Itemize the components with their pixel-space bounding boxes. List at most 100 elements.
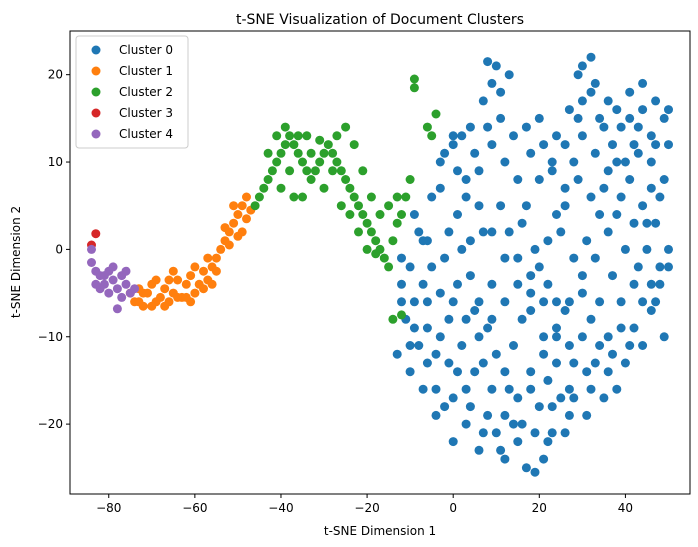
data-point-cluster-0 <box>595 210 605 219</box>
data-point-cluster-0 <box>564 410 574 420</box>
data-point-cluster-0 <box>539 454 549 464</box>
data-point-cluster-0 <box>595 297 605 307</box>
data-point-cluster-2 <box>302 131 312 141</box>
data-point-cluster-2 <box>392 192 402 202</box>
data-point-cluster-0 <box>655 279 665 289</box>
data-point-cluster-0 <box>478 227 488 237</box>
data-point-cluster-0 <box>646 131 656 141</box>
data-point-cluster-0 <box>620 244 630 254</box>
data-point-cluster-0 <box>573 113 583 123</box>
data-point-cluster-2 <box>289 140 299 150</box>
data-point-cluster-4 <box>87 258 96 267</box>
chart-title: t-SNE Visualization of Document Clusters <box>236 12 524 28</box>
data-point-cluster-2 <box>366 192 376 202</box>
data-point-cluster-2 <box>280 122 290 132</box>
data-point-cluster-2 <box>285 166 295 176</box>
data-point-cluster-4 <box>104 288 114 298</box>
data-point-cluster-2 <box>289 192 299 202</box>
data-point-cluster-2 <box>323 140 333 150</box>
data-point-cluster-0 <box>414 341 424 350</box>
data-point-cluster-0 <box>474 297 484 307</box>
data-point-cluster-2 <box>401 192 411 202</box>
data-point-cluster-0 <box>500 253 510 263</box>
data-point-cluster-0 <box>478 96 488 106</box>
y-tick-label: −10 <box>38 330 63 344</box>
data-point-cluster-0 <box>496 113 506 123</box>
data-point-cluster-0 <box>397 279 406 289</box>
legend-marker-cluster-4 <box>91 129 101 139</box>
data-point-cluster-0 <box>595 113 605 123</box>
x-tick-label: 20 <box>532 501 547 515</box>
legend-marker-cluster-1 <box>91 66 101 76</box>
data-point-cluster-0 <box>659 175 669 184</box>
data-point-cluster-0 <box>629 323 639 333</box>
data-point-cluster-2 <box>298 157 307 167</box>
data-point-cluster-1 <box>164 275 174 285</box>
data-point-cluster-0 <box>526 384 536 394</box>
data-point-cluster-1 <box>173 292 183 302</box>
data-point-cluster-3 <box>91 229 101 239</box>
data-point-cluster-0 <box>633 122 643 132</box>
data-point-cluster-2 <box>371 249 381 259</box>
x-tick-label: −80 <box>96 501 121 515</box>
data-point-cluster-4 <box>87 244 96 254</box>
data-point-cluster-2 <box>388 314 398 324</box>
data-point-cluster-0 <box>504 227 514 237</box>
data-point-cluster-0 <box>453 279 462 289</box>
data-point-cluster-0 <box>526 306 536 315</box>
data-point-cluster-1 <box>199 266 208 276</box>
y-ticks: −20 −10 0 10 20 <box>38 68 70 431</box>
data-point-cluster-0 <box>543 437 553 447</box>
data-point-cluster-0 <box>547 157 557 167</box>
data-point-cluster-0 <box>509 131 518 141</box>
data-point-cluster-0 <box>582 410 592 420</box>
data-point-cluster-2 <box>276 183 286 193</box>
data-point-cluster-0 <box>599 122 609 132</box>
data-point-cluster-1 <box>186 271 196 281</box>
data-point-cluster-0 <box>392 349 402 359</box>
data-point-cluster-0 <box>470 367 480 377</box>
data-point-cluster-0 <box>595 341 605 350</box>
data-point-cluster-0 <box>465 402 475 412</box>
data-point-cluster-0 <box>397 253 406 263</box>
data-point-cluster-0 <box>500 454 510 464</box>
data-point-cluster-0 <box>569 393 579 403</box>
data-point-cluster-0 <box>418 236 428 246</box>
data-point-cluster-2 <box>384 262 394 272</box>
data-point-cluster-0 <box>552 297 561 307</box>
data-point-cluster-0 <box>418 384 428 394</box>
data-point-cluster-0 <box>638 105 648 115</box>
data-point-cluster-0 <box>603 367 613 377</box>
data-point-cluster-0 <box>517 218 527 228</box>
data-point-cluster-0 <box>440 148 450 158</box>
data-point-cluster-0 <box>474 445 484 455</box>
data-point-cluster-2 <box>362 244 372 254</box>
data-point-cluster-0 <box>448 131 458 141</box>
data-point-cluster-0 <box>465 271 475 281</box>
data-point-cluster-0 <box>577 271 587 281</box>
data-point-cluster-0 <box>603 332 613 342</box>
data-point-cluster-0 <box>539 140 549 150</box>
data-point-cluster-2 <box>285 131 295 141</box>
data-point-cluster-0 <box>487 227 497 237</box>
data-point-cluster-0 <box>560 140 570 150</box>
data-point-cluster-2 <box>319 148 329 158</box>
data-point-cluster-0 <box>629 140 639 150</box>
data-point-cluster-1 <box>237 201 247 211</box>
data-point-cluster-0 <box>552 358 561 368</box>
data-point-cluster-0 <box>590 253 600 263</box>
data-point-cluster-0 <box>474 166 484 176</box>
data-point-cluster-0 <box>487 140 497 150</box>
data-point-cluster-0 <box>470 148 480 158</box>
data-point-cluster-0 <box>483 57 493 67</box>
data-point-cluster-0 <box>616 122 626 132</box>
data-point-cluster-1 <box>134 297 144 307</box>
data-point-cluster-0 <box>509 419 518 429</box>
data-point-cluster-0 <box>453 367 462 377</box>
data-point-cluster-0 <box>500 410 510 420</box>
legend-box <box>75 35 189 149</box>
data-point-cluster-0 <box>491 349 501 359</box>
data-point-cluster-1 <box>168 266 178 276</box>
data-point-cluster-0 <box>526 271 536 281</box>
data-point-cluster-0 <box>513 393 523 403</box>
